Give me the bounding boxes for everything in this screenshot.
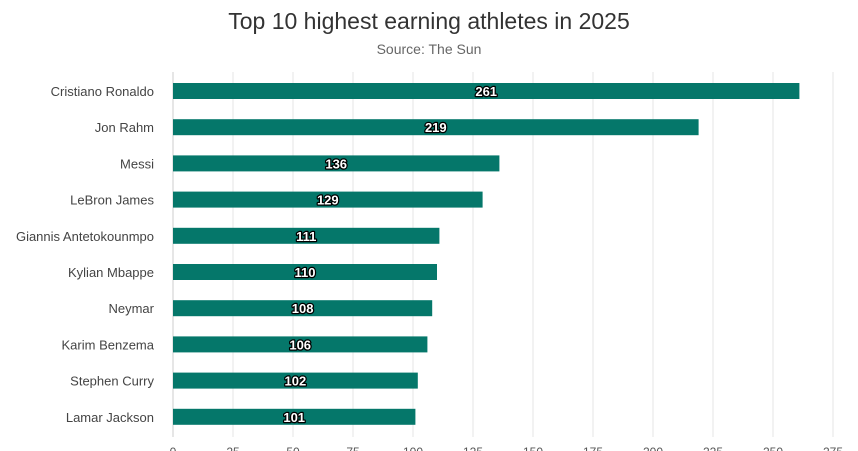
data-labels: 261 219 136 129 111 110 108 106 102 101: [282, 83, 498, 426]
chart-title: Top 10 highest earning athletes in 2025: [228, 8, 630, 34]
bar[interactable]: [173, 300, 433, 317]
bar[interactable]: [173, 264, 437, 280]
x-tick-label: 125: [463, 445, 483, 451]
category-label: Jon Rahm: [95, 120, 154, 135]
category-labels: Cristiano Ronaldo Jon Rahm Messi LeBron Jam…: [16, 84, 155, 425]
bar[interactable]: [173, 83, 800, 99]
x-tick-label: 100: [403, 445, 423, 451]
bar[interactable]: [173, 227, 440, 244]
category-label: Messi: [120, 156, 154, 171]
bar[interactable]: [173, 155, 500, 172]
x-tick-label: 250: [763, 445, 783, 451]
x-tick-label: 175: [583, 445, 603, 451]
bar[interactable]: [173, 119, 699, 136]
category-label: Neymar: [108, 301, 154, 316]
data-label: 136: [325, 156, 347, 171]
data-label: 219: [425, 120, 447, 135]
data-label: 108: [292, 301, 314, 316]
data-label: 261: [475, 84, 497, 99]
bar[interactable]: [173, 336, 428, 353]
x-tick-label: 150: [523, 445, 543, 451]
category-label: Cristiano Ronaldo: [51, 84, 154, 99]
x-tick-label: 25: [226, 445, 240, 451]
x-tick-label: 275: [823, 445, 843, 451]
x-tick-label: 0: [170, 445, 177, 451]
x-tick-label: 225: [703, 445, 723, 451]
data-label: 101: [283, 410, 305, 425]
category-label: Giannis Antetokounmpo: [16, 229, 154, 244]
data-label: 106: [289, 337, 311, 352]
data-label: 110: [295, 265, 316, 280]
data-label: 102: [285, 374, 307, 389]
data-label: 129: [317, 193, 339, 208]
bar[interactable]: [173, 408, 416, 425]
x-tick-label: 50: [286, 445, 300, 451]
chart-subtitle: Source: The Sun: [376, 41, 482, 57]
x-tick-label: 75: [346, 445, 360, 451]
category-label: Stephen Curry: [70, 374, 154, 389]
category-label: Karim Benzema: [62, 337, 155, 352]
category-label: Kylian Mbappe: [68, 265, 154, 280]
category-label: LeBron James: [70, 193, 154, 208]
data-label: 111: [296, 229, 316, 244]
category-label: Lamar Jackson: [66, 410, 154, 425]
bar[interactable]: [173, 372, 418, 389]
x-tick-labels: 0 25 50 75 100 125 150 175 200 225 250 275: [170, 445, 844, 451]
bar[interactable]: [173, 191, 483, 208]
bars: [173, 83, 800, 425]
x-tick-label: 200: [643, 445, 663, 451]
